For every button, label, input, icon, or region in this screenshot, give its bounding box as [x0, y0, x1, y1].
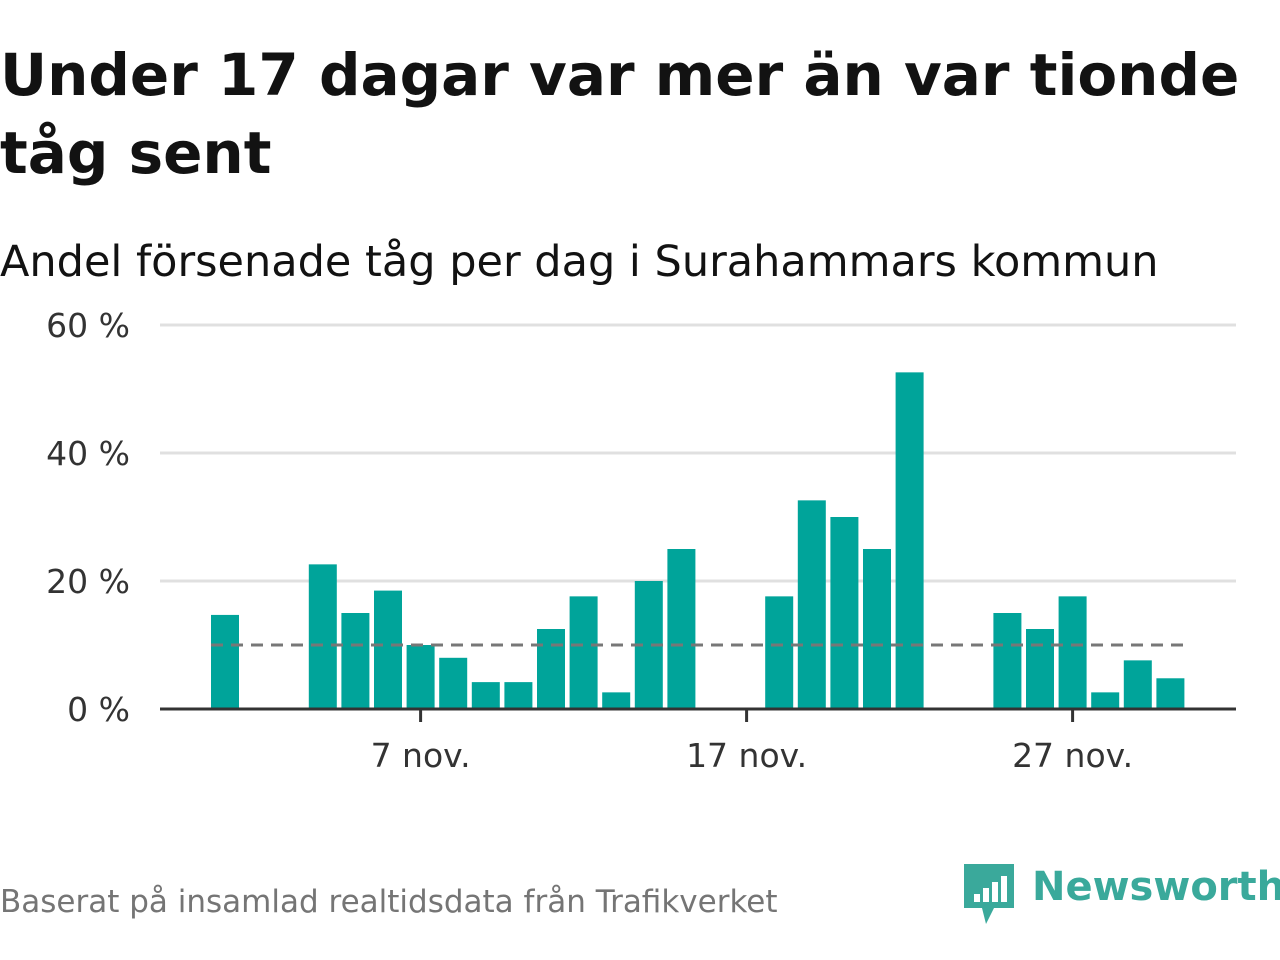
bars	[211, 372, 1185, 709]
bar	[439, 657, 468, 709]
x-tick-label: 7 nov.	[371, 736, 471, 775]
x-tick-label: 27 nov.	[1012, 736, 1133, 775]
source-note: Baserat på insamlad realtidsdata från Tr…	[0, 884, 778, 920]
newsworthy-logo[interactable]: Newsworthy	[964, 864, 1280, 930]
bar	[1091, 692, 1120, 709]
grid-layer	[160, 323, 1236, 583]
bar	[211, 614, 239, 709]
bar	[341, 613, 370, 709]
bar	[1026, 629, 1054, 709]
bar	[504, 682, 533, 709]
y-tick-label: 20 %	[46, 562, 130, 601]
bar	[1156, 678, 1185, 709]
bar	[993, 613, 1022, 709]
bar	[1123, 660, 1152, 709]
bar	[765, 596, 794, 709]
newsworthy-logo-text: Newsworthy	[1032, 864, 1280, 910]
y-tick-label: 60 %	[46, 306, 130, 345]
chart-title: Under 17 dagar var mer än var tionde tåg…	[0, 41, 1240, 187]
bar	[569, 596, 598, 709]
bar	[406, 645, 435, 709]
y-tick-label: 40 %	[46, 434, 130, 473]
bar	[863, 549, 891, 709]
y-tick-label: 0 %	[67, 690, 130, 729]
bar	[797, 500, 826, 709]
bar	[830, 517, 859, 709]
bar	[308, 564, 337, 709]
newsworthy-logo-icon	[964, 864, 1014, 924]
bar	[374, 590, 402, 709]
x-tick-label: 17 nov.	[686, 736, 807, 775]
bar	[471, 682, 500, 709]
bar	[602, 692, 631, 709]
bar	[537, 629, 565, 709]
bar	[667, 549, 696, 709]
chart-subtitle: Andel försenade tåg per dag i Surahammar…	[0, 237, 1159, 287]
x-axis: 7 nov. 17 nov. 27 nov.	[160, 707, 1236, 775]
y-axis-labels: 0 % 20 % 40 % 60 %	[46, 306, 130, 729]
bar	[1058, 596, 1087, 709]
bar	[895, 372, 924, 709]
